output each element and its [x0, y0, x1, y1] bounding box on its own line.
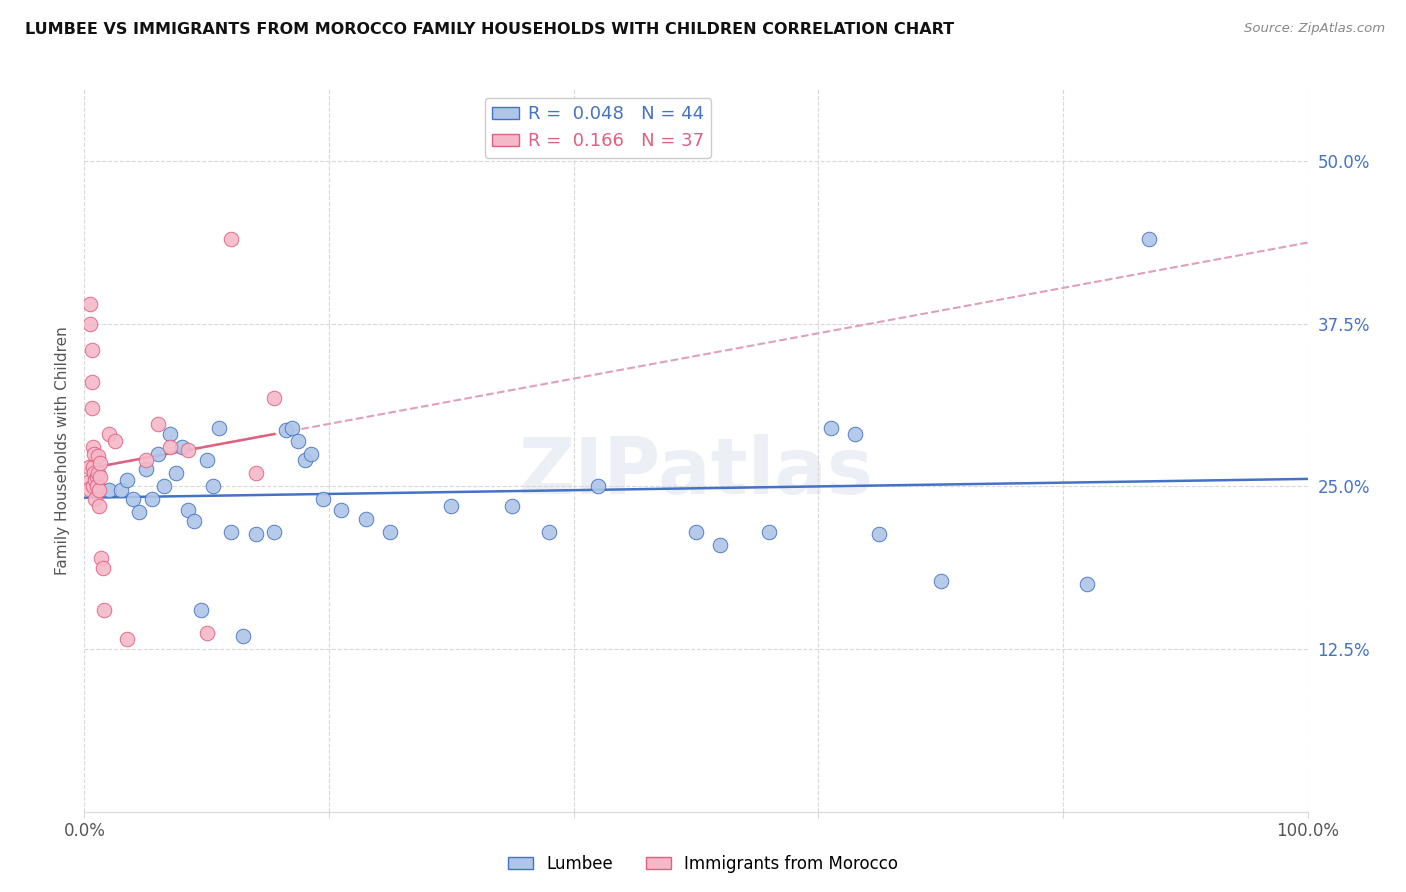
Point — [312, 492, 335, 507]
Point — [190, 603, 212, 617]
Point — [84, 492, 107, 507]
Point — [115, 632, 138, 646]
Point — [869, 527, 891, 541]
Point — [820, 420, 842, 434]
Point — [844, 427, 866, 442]
Point — [89, 456, 111, 470]
Point — [201, 479, 224, 493]
Point — [79, 317, 101, 331]
Point — [245, 527, 267, 541]
Point — [82, 459, 104, 474]
Point — [84, 473, 107, 487]
Point — [104, 434, 127, 448]
Point — [87, 467, 110, 481]
Point — [245, 467, 267, 481]
Point — [141, 492, 163, 507]
Point — [1076, 577, 1098, 591]
Point — [80, 343, 103, 357]
Point — [195, 626, 218, 640]
Point — [219, 524, 242, 539]
Point — [77, 482, 100, 496]
Point — [82, 479, 104, 493]
Point — [281, 420, 304, 434]
Point — [115, 473, 138, 487]
Point — [87, 483, 110, 498]
Point — [128, 505, 150, 519]
Point — [195, 453, 218, 467]
Point — [165, 467, 187, 481]
Point — [146, 447, 169, 461]
Point — [685, 524, 707, 539]
Point — [97, 427, 120, 442]
Point — [208, 420, 231, 434]
Point — [79, 297, 101, 311]
Point — [93, 603, 115, 617]
Text: LUMBEE VS IMMIGRANTS FROM MOROCCO FAMILY HOUSEHOLDS WITH CHILDREN CORRELATION CH: LUMBEE VS IMMIGRANTS FROM MOROCCO FAMILY… — [25, 22, 955, 37]
Point — [232, 629, 254, 643]
Point — [219, 232, 242, 246]
Point — [80, 401, 103, 416]
Point — [135, 462, 157, 476]
Point — [263, 524, 285, 539]
Point — [159, 440, 181, 454]
Point — [86, 470, 108, 484]
Point — [172, 440, 194, 454]
Point — [709, 538, 731, 552]
Point — [90, 550, 112, 565]
Point — [83, 467, 105, 481]
Y-axis label: Family Households with Children: Family Households with Children — [55, 326, 70, 574]
Point — [183, 515, 205, 529]
Point — [82, 440, 104, 454]
Point — [135, 453, 157, 467]
Legend: R =  0.048   N = 44, R =  0.166   N = 37: R = 0.048 N = 44, R = 0.166 N = 37 — [485, 98, 711, 158]
Point — [380, 524, 402, 539]
Point — [294, 453, 316, 467]
Point — [80, 375, 103, 389]
Point — [263, 391, 285, 405]
Point — [97, 483, 120, 498]
Point — [354, 512, 377, 526]
Point — [502, 499, 524, 513]
Point — [758, 524, 780, 539]
Point — [276, 423, 298, 437]
Point — [110, 483, 132, 498]
Point — [177, 502, 200, 516]
Point — [538, 524, 561, 539]
Point — [177, 442, 200, 457]
Point — [586, 479, 609, 493]
Point — [287, 434, 309, 448]
Point — [86, 479, 108, 493]
Text: Source: ZipAtlas.com: Source: ZipAtlas.com — [1244, 22, 1385, 36]
Point — [1137, 232, 1160, 246]
Point — [83, 447, 105, 461]
Point — [330, 502, 353, 516]
Point — [87, 450, 110, 464]
Point — [122, 492, 145, 507]
Point — [440, 499, 463, 513]
Text: ZIPatlas: ZIPatlas — [519, 434, 873, 510]
Point — [159, 427, 181, 442]
Point — [91, 561, 114, 575]
Legend: Lumbee, Immigrants from Morocco: Lumbee, Immigrants from Morocco — [501, 848, 905, 880]
Point — [929, 574, 952, 589]
Point — [153, 479, 176, 493]
Point — [77, 459, 100, 474]
Point — [77, 475, 100, 490]
Point — [87, 499, 110, 513]
Point — [299, 447, 322, 461]
Point — [89, 470, 111, 484]
Point — [146, 417, 169, 431]
